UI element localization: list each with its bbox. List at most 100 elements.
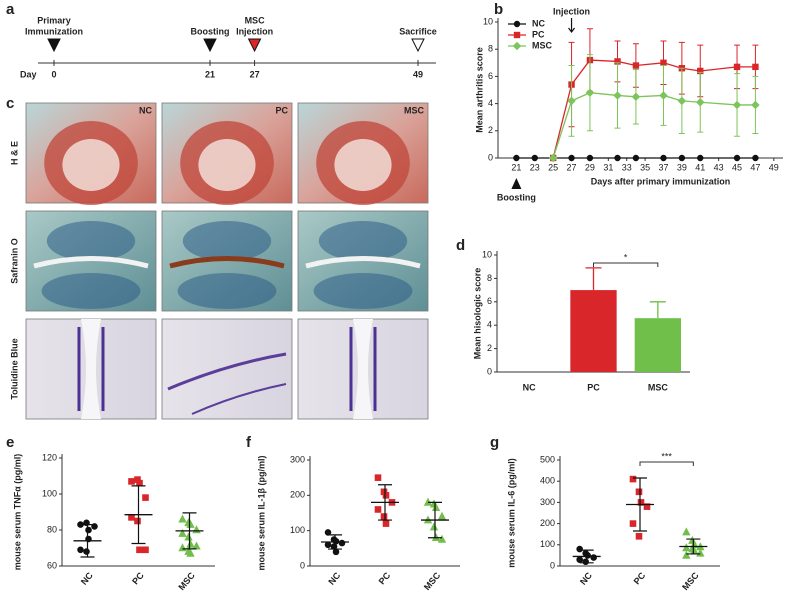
sd-bar xyxy=(686,538,701,555)
data-point xyxy=(586,154,594,162)
data-point xyxy=(431,502,441,511)
timeline-day: 0 xyxy=(51,69,56,79)
timeline-event-label: MSC xyxy=(245,15,266,25)
data-point xyxy=(374,474,382,481)
data-point xyxy=(585,88,595,97)
panel-label: c xyxy=(6,95,14,112)
joint-space xyxy=(33,256,149,269)
tissue xyxy=(313,273,413,309)
significance-label: * xyxy=(624,252,628,262)
x-tick-label: 21 xyxy=(511,162,521,172)
y-tick-label: 0 xyxy=(300,560,305,570)
data-point xyxy=(192,541,201,550)
data-point xyxy=(682,527,691,536)
y-axis-label: mouse serum IL-6 (pg/ml) xyxy=(506,458,516,568)
y-tick-label: 0 xyxy=(488,152,493,162)
cartilage-edge xyxy=(191,383,287,415)
y-tick-label: 120 xyxy=(42,452,57,462)
y-tick-label: 60 xyxy=(47,560,57,570)
data-point xyxy=(374,506,382,513)
timeline-marker xyxy=(247,38,262,53)
data-point xyxy=(733,63,741,71)
joint-space xyxy=(305,256,421,269)
data-point xyxy=(178,543,187,552)
data-point xyxy=(83,548,90,555)
data-point xyxy=(186,548,195,557)
data-point xyxy=(632,62,640,69)
data-point xyxy=(682,550,691,559)
data-point xyxy=(632,154,640,162)
data-point xyxy=(659,91,668,100)
y-tick-label: 8 xyxy=(487,273,492,283)
cartilage-edge xyxy=(167,352,287,391)
x-tick-label: NC xyxy=(79,570,95,587)
group-label: PC xyxy=(275,105,288,115)
x-tick-label: 47 xyxy=(750,162,760,172)
data-point xyxy=(186,539,195,548)
timeline-event-label: Immunization xyxy=(25,26,83,36)
data-point xyxy=(732,100,742,110)
data-point xyxy=(635,488,643,496)
data-point xyxy=(134,517,141,525)
data-point xyxy=(696,548,705,557)
data-point xyxy=(324,541,332,549)
annotation: Injection xyxy=(553,6,590,16)
data-point xyxy=(696,98,705,107)
data-point xyxy=(635,533,643,540)
annotation-arrow xyxy=(568,18,576,33)
x-tick-label: 31 xyxy=(603,162,613,172)
significance-bracket xyxy=(593,262,659,267)
data-point xyxy=(643,503,651,510)
data-point xyxy=(128,478,135,485)
tissue xyxy=(177,273,277,309)
panel-label: a xyxy=(6,1,15,18)
y-tick-label: 400 xyxy=(540,476,555,486)
y-tick-label: 100 xyxy=(540,539,555,549)
y-tick-label: 500 xyxy=(540,454,555,464)
legend-marker xyxy=(513,20,521,28)
joint-space xyxy=(169,256,285,269)
x-tick-label: PC xyxy=(377,570,393,586)
bar xyxy=(634,318,681,372)
panel-label: g xyxy=(490,434,499,451)
x-tick-label: 25 xyxy=(548,162,558,172)
data-point xyxy=(678,154,686,162)
tissue xyxy=(41,273,141,309)
data-point xyxy=(568,154,575,162)
panel-label: e xyxy=(6,434,14,451)
data-point xyxy=(733,154,741,162)
data-point xyxy=(613,91,622,100)
data-point xyxy=(136,546,143,554)
timeline-marker xyxy=(411,38,425,53)
y-axis-label: mouse serum IL-1β (pg/ml) xyxy=(256,455,266,570)
error-bar xyxy=(585,267,602,291)
data-point xyxy=(142,494,149,501)
data-point xyxy=(338,539,346,547)
y-tick-label: 2 xyxy=(487,343,492,353)
legend-marker xyxy=(512,41,522,51)
x-tick-label: PC xyxy=(632,570,648,586)
group-label: NC xyxy=(139,105,152,115)
x-tick-label: 29 xyxy=(585,162,595,172)
sd-bar xyxy=(378,484,392,521)
x-tick-label: 23 xyxy=(530,162,540,172)
y-tick-label: 8 xyxy=(488,44,493,54)
y-tick-label: 100 xyxy=(290,525,305,535)
y-tick-label: 0 xyxy=(487,366,492,376)
series-line xyxy=(552,59,756,159)
timeline-event-label: Primary xyxy=(37,15,71,25)
y-tick-label: 200 xyxy=(540,518,555,528)
timeline-day: 27 xyxy=(250,69,260,79)
x-tick-label: 43 xyxy=(714,162,724,172)
data-point xyxy=(677,96,687,106)
y-tick-label: 300 xyxy=(540,497,555,507)
timeline-marker xyxy=(203,38,217,53)
data-point xyxy=(614,154,621,162)
x-tick-label: 35 xyxy=(640,162,650,172)
y-axis-label: Mean hisologic score xyxy=(472,268,482,360)
x-tick-label: PC xyxy=(130,570,146,586)
data-point xyxy=(178,514,187,523)
sd-bar xyxy=(182,512,197,550)
significance-bracket xyxy=(639,461,694,466)
x-tick-label: NC xyxy=(578,570,594,587)
